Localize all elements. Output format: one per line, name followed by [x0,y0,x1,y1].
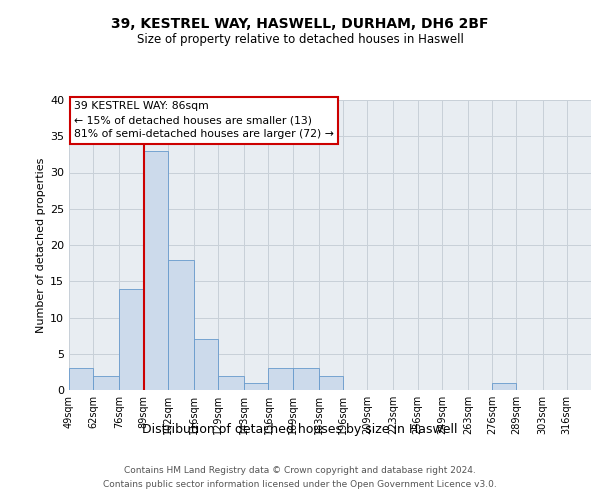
Bar [194,339,218,390]
Bar [293,368,319,390]
Bar [244,383,268,390]
Text: Distribution of detached houses by size in Haswell: Distribution of detached houses by size … [142,422,458,436]
Bar [69,368,93,390]
Bar [492,383,517,390]
Text: Contains HM Land Registry data © Crown copyright and database right 2024.: Contains HM Land Registry data © Crown c… [124,466,476,475]
Text: 39, KESTREL WAY, HASWELL, DURHAM, DH6 2BF: 39, KESTREL WAY, HASWELL, DURHAM, DH6 2B… [111,18,489,32]
Bar [93,376,119,390]
Bar [119,288,143,390]
Text: Size of property relative to detached houses in Haswell: Size of property relative to detached ho… [137,32,463,46]
Bar [268,368,293,390]
Text: Contains public sector information licensed under the Open Government Licence v3: Contains public sector information licen… [103,480,497,489]
Bar [218,376,244,390]
Y-axis label: Number of detached properties: Number of detached properties [36,158,46,332]
Bar [319,376,343,390]
Bar [143,151,168,390]
Bar [168,260,194,390]
Text: 39 KESTREL WAY: 86sqm
← 15% of detached houses are smaller (13)
81% of semi-deta: 39 KESTREL WAY: 86sqm ← 15% of detached … [74,102,334,140]
